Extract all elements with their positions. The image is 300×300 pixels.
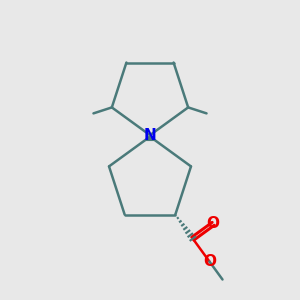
Text: N: N: [144, 128, 156, 142]
Text: O: O: [203, 254, 216, 269]
Text: O: O: [207, 216, 220, 231]
